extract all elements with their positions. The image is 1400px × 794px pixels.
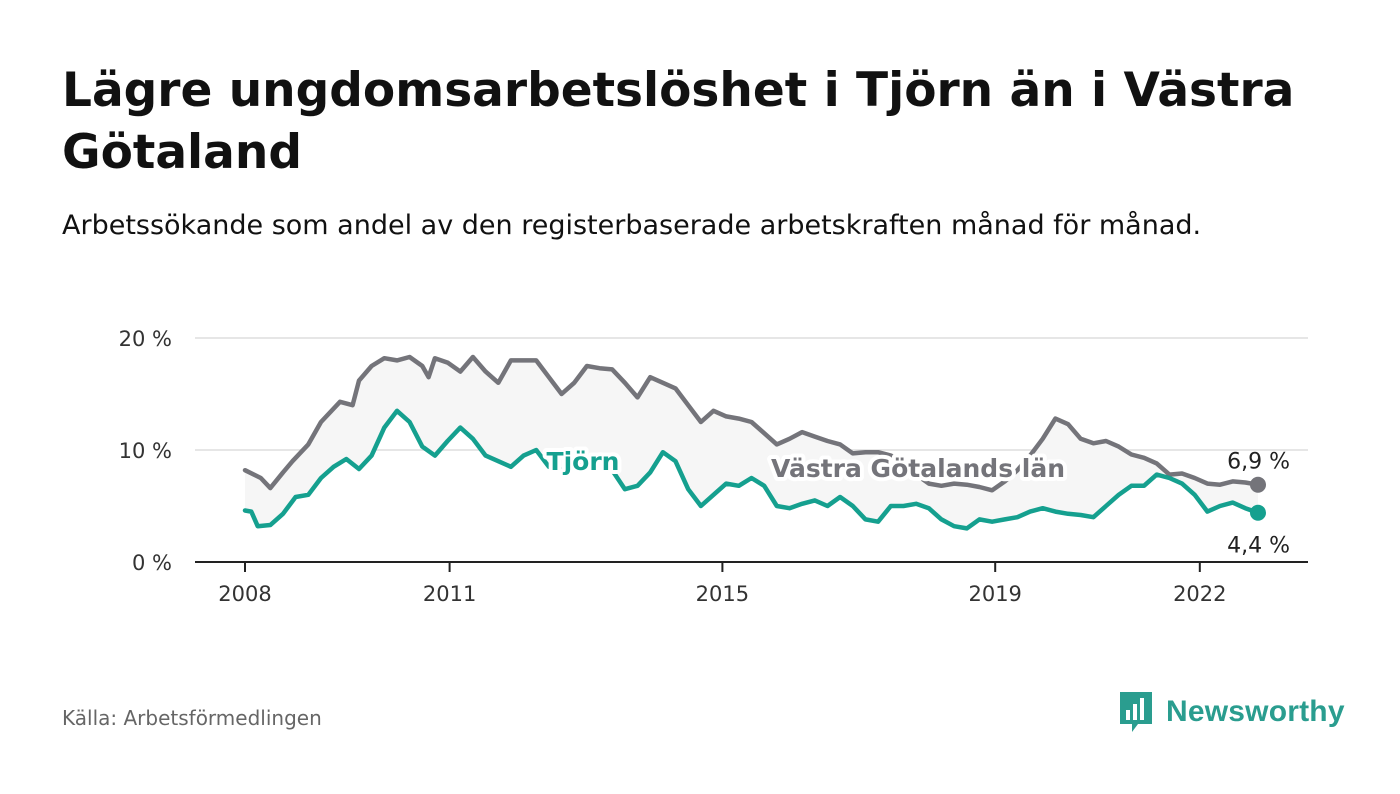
source-note: Källa: Arbetsförmedlingen: [62, 706, 322, 730]
x-tick-label: 2011: [423, 582, 476, 606]
y-tick-label: 10 %: [119, 439, 172, 463]
y-tick-label: 0 %: [132, 551, 172, 575]
series-end-dot: [1250, 476, 1266, 493]
y-axis-ticks: 0 % 10 % 20 %: [119, 327, 172, 575]
x-axis-ticks: 2008 2011 2015 2019 2022: [218, 562, 1227, 606]
series-line: [242, 408, 1261, 531]
x-tick-label: 2019: [968, 582, 1021, 606]
series-lines: [242, 354, 1266, 531]
chart-subtitle: Arbetssökande som andel av den registerb…: [62, 210, 1202, 241]
series-name-halo: Västra Götalands län: [771, 454, 1065, 483]
series-end-label: 4,4 %: [1227, 534, 1290, 559]
bar-chart-speech-bubble-icon: [1120, 692, 1152, 732]
series-name-halo: Tjörn: [547, 447, 620, 476]
series-line: [242, 354, 1261, 493]
chart-title: Lägre ungdomsarbetslöshet i Tjörn än i V…: [62, 63, 1295, 180]
gap-band: [245, 357, 1258, 529]
brand-logo[interactable]: Newsworthy: [1118, 690, 1345, 734]
series-end-label: 6,9 %: [1227, 450, 1290, 475]
brand-name: Newsworthy: [1166, 695, 1345, 728]
y-tick-label: 20 %: [119, 327, 172, 351]
x-tick-label: 2022: [1173, 582, 1226, 606]
series-end-dot: [1250, 504, 1266, 521]
x-tick-label: 2015: [696, 582, 749, 606]
series-name-label: Västra Götalands län: [771, 454, 1065, 483]
x-tick-label: 2008: [218, 582, 271, 606]
series-name-label: Tjörn: [547, 447, 620, 476]
